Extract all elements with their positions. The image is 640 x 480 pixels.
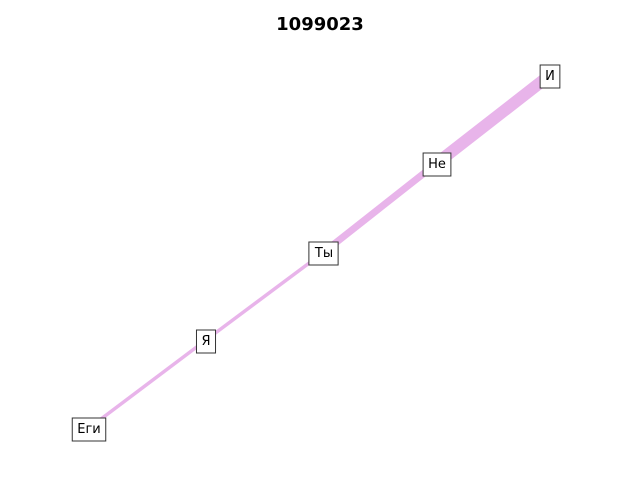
node-box (539, 64, 561, 89)
node-ty: Ты (308, 241, 339, 266)
edge-ya-ty (204, 250, 326, 342)
node-ya: Я (195, 329, 217, 354)
node-box (422, 152, 452, 177)
node-label: Ты (314, 246, 333, 261)
nodes-layer: Еги Я Ты Не И (71, 64, 561, 442)
node-ne: Не (422, 152, 452, 177)
edges-layer (87, 70, 554, 430)
node-box (308, 241, 339, 266)
edge-egi-ya (87, 338, 208, 430)
edge-ne-i (433, 70, 554, 168)
node-label: Я (201, 334, 210, 349)
node-label: Не (428, 157, 446, 172)
node-i: И (539, 64, 561, 89)
node-box (195, 329, 217, 354)
node-label: И (545, 69, 555, 84)
edge-ty-ne (321, 160, 440, 255)
node-box (71, 417, 107, 442)
node-label: Еги (77, 422, 101, 437)
diagram-title: 1099023 (276, 14, 364, 35)
node-egi: Еги (71, 417, 107, 442)
